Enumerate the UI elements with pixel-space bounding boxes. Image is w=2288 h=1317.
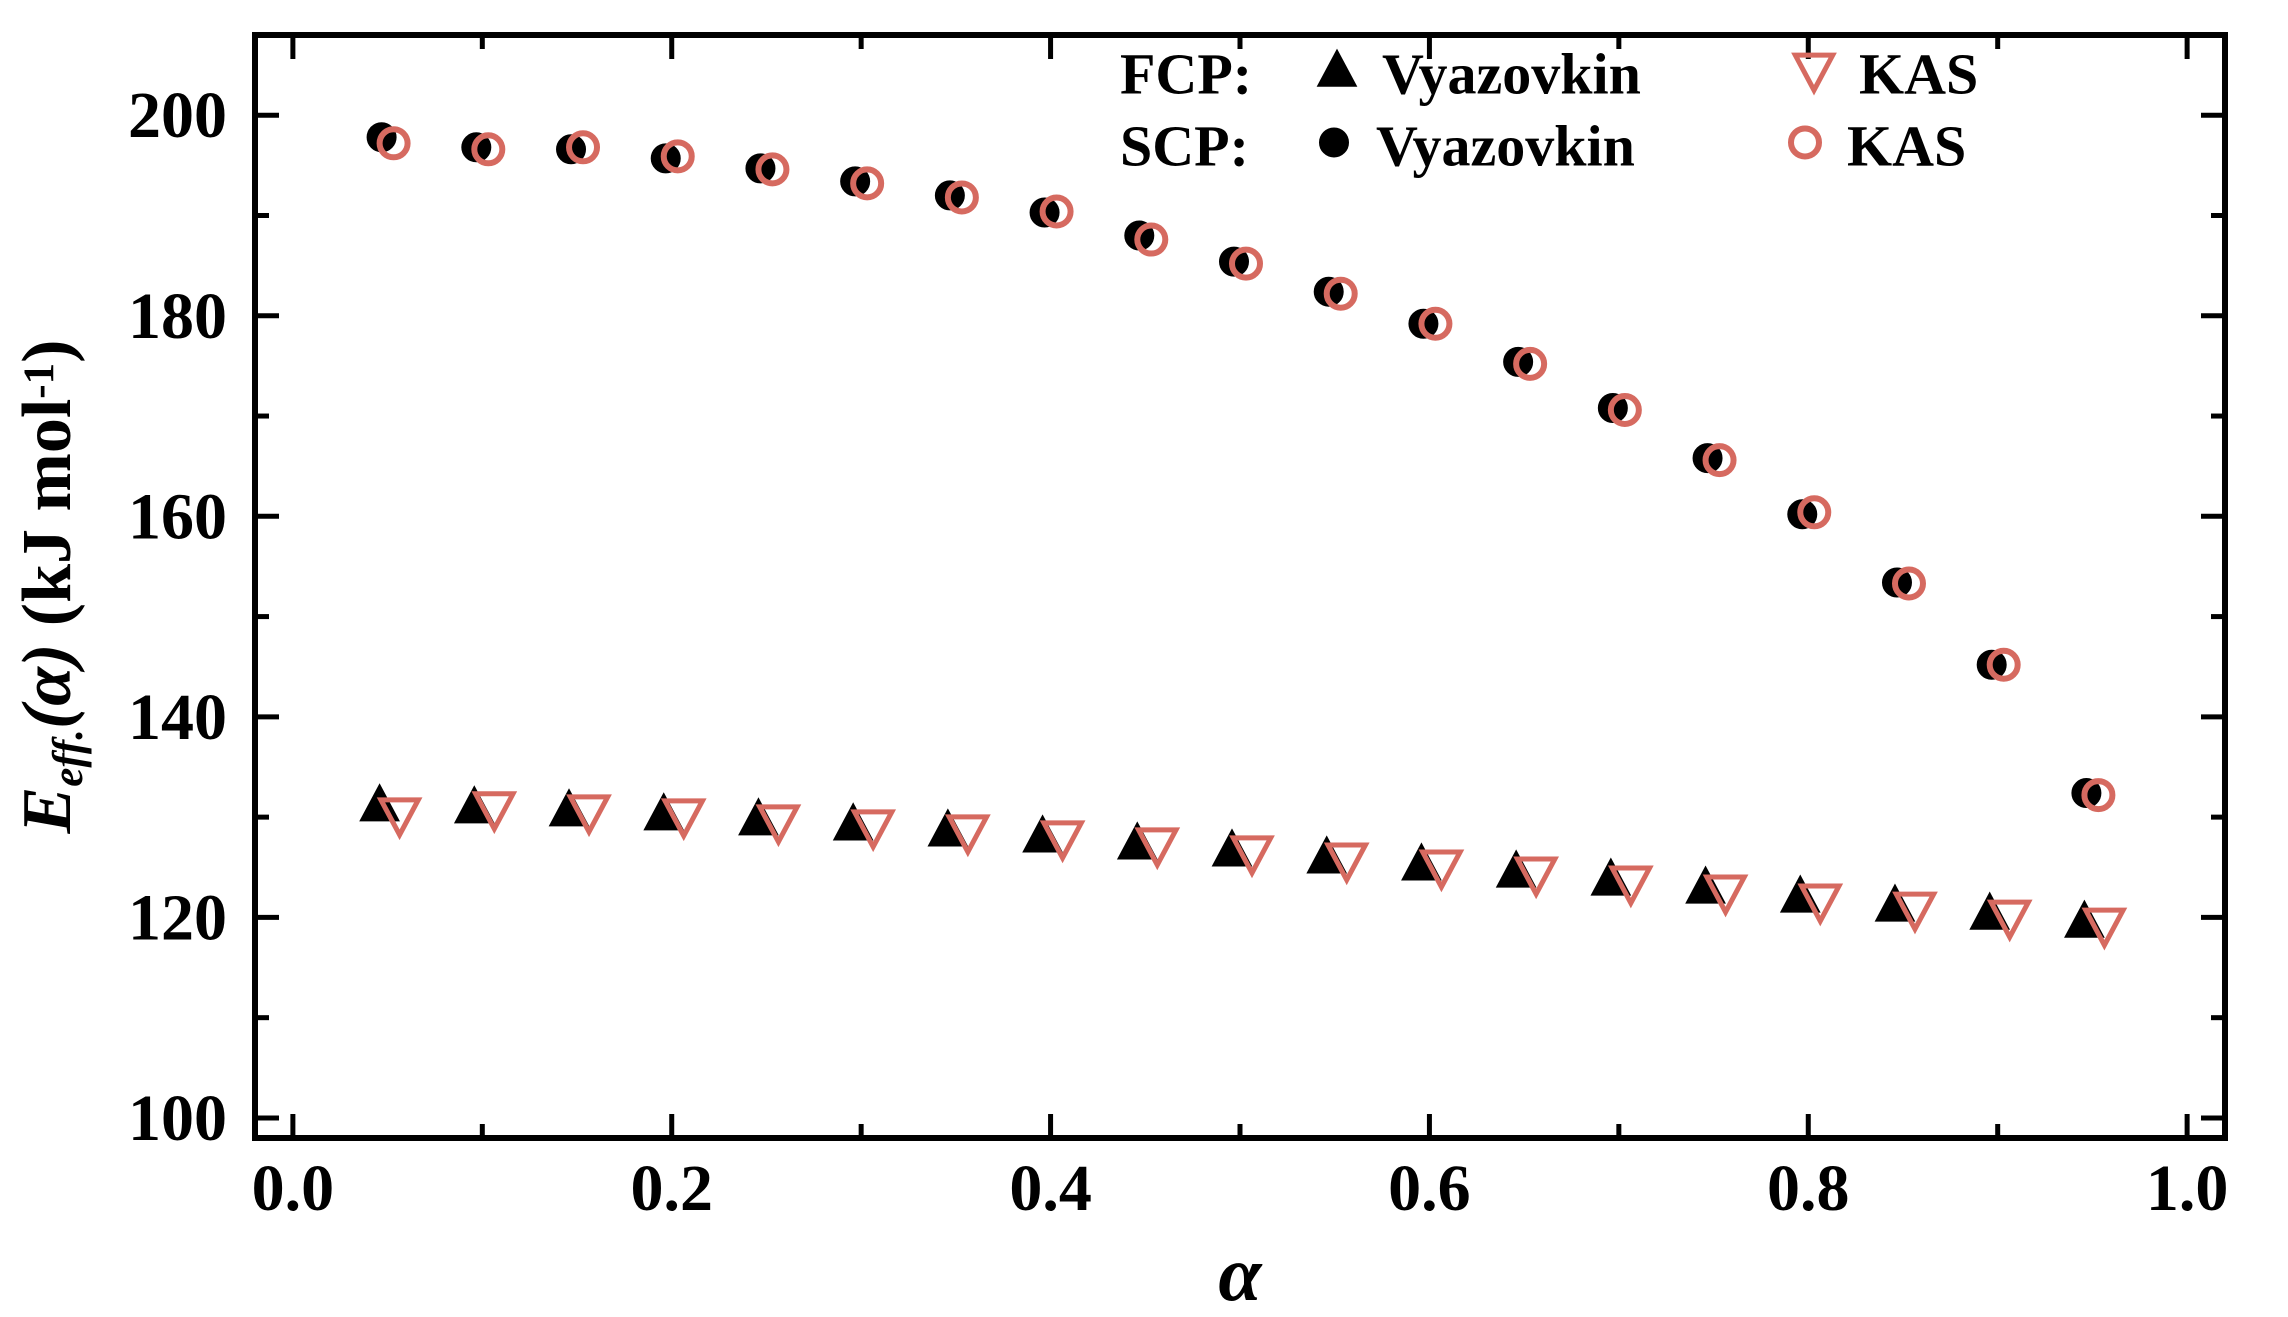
svg-text:140: 140: [128, 681, 227, 754]
svg-text:200: 200: [128, 79, 227, 152]
svg-text:120: 120: [128, 881, 227, 954]
svg-text:0.2: 0.2: [630, 1152, 713, 1225]
svg-text:0.0: 0.0: [252, 1152, 335, 1225]
svg-text:180: 180: [128, 280, 227, 353]
legend-item-fcp_vyazovkin: Vyazovkin: [1382, 42, 1641, 107]
legend-item-scp_kas: KAS: [1847, 114, 1966, 179]
svg-text:100: 100: [128, 1082, 227, 1155]
svg-text:0.6: 0.6: [1388, 1152, 1471, 1225]
legend-row-label: FCP:: [1120, 42, 1252, 107]
svg-text:160: 160: [128, 480, 227, 553]
legend-row-label: SCP:: [1120, 114, 1249, 179]
legend-item-scp_vyazovkin: Vyazovkin: [1376, 114, 1635, 179]
svg-text:α: α: [1218, 1230, 1263, 1317]
chart-container: 0.00.20.40.60.81.0100120140160180200αEef…: [0, 0, 2288, 1317]
svg-text:1.0: 1.0: [2146, 1152, 2229, 1225]
svg-text:0.4: 0.4: [1009, 1152, 1092, 1225]
legend-item-fcp_kas: KAS: [1859, 42, 1978, 107]
svg-text:0.8: 0.8: [1767, 1152, 1850, 1225]
